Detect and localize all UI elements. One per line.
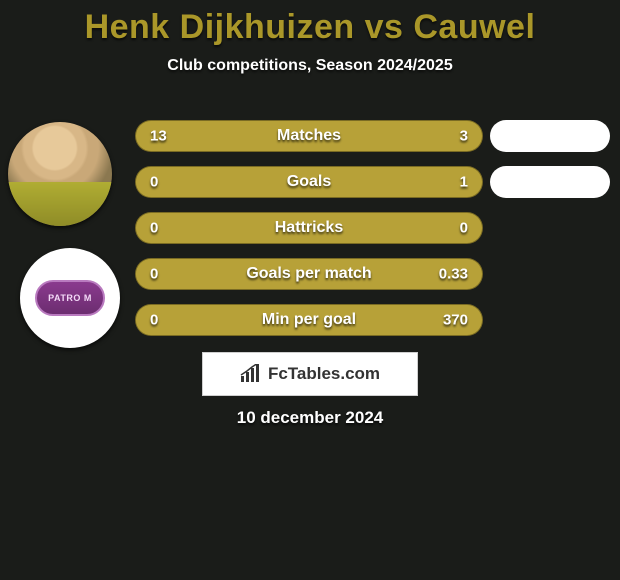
brand-text: FcTables.com (268, 364, 380, 384)
stat-label: Goals per match (136, 265, 482, 283)
right-oval (490, 212, 610, 244)
stat-label: Goals (136, 173, 482, 191)
stat-label: Hattricks (136, 219, 482, 237)
right-oval (490, 304, 610, 336)
right-oval (490, 258, 610, 290)
barchart-icon (240, 364, 262, 384)
stat-row[interactable]: 01Goals (135, 166, 483, 198)
stat-row[interactable]: 0370Min per goal (135, 304, 483, 336)
club-badge: PATRO M (20, 248, 120, 348)
club-badge-label: PATRO M (35, 280, 105, 316)
right-oval (490, 166, 610, 198)
comparison-card: Henk Dijkhuizen vs Cauwel Club competiti… (0, 0, 620, 580)
comparison-date: 10 december 2024 (0, 408, 620, 428)
stat-row[interactable]: 133Matches (135, 120, 483, 152)
left-column: PATRO M (8, 122, 132, 348)
stat-label: Min per goal (136, 311, 482, 329)
stat-row[interactable]: 00.33Goals per match (135, 258, 483, 290)
right-oval (490, 120, 610, 152)
player-photo (8, 122, 112, 226)
stat-row[interactable]: 00Hattricks (135, 212, 483, 244)
brand-link[interactable]: FcTables.com (202, 352, 418, 396)
page-subtitle: Club competitions, Season 2024/2025 (0, 57, 620, 75)
right-ovals (490, 120, 610, 350)
page-title: Henk Dijkhuizen vs Cauwel (0, 0, 620, 47)
stat-label: Matches (136, 127, 482, 145)
stat-bars: 133Matches 01Goals 00Hattricks 00.33Goals p… (135, 120, 483, 350)
